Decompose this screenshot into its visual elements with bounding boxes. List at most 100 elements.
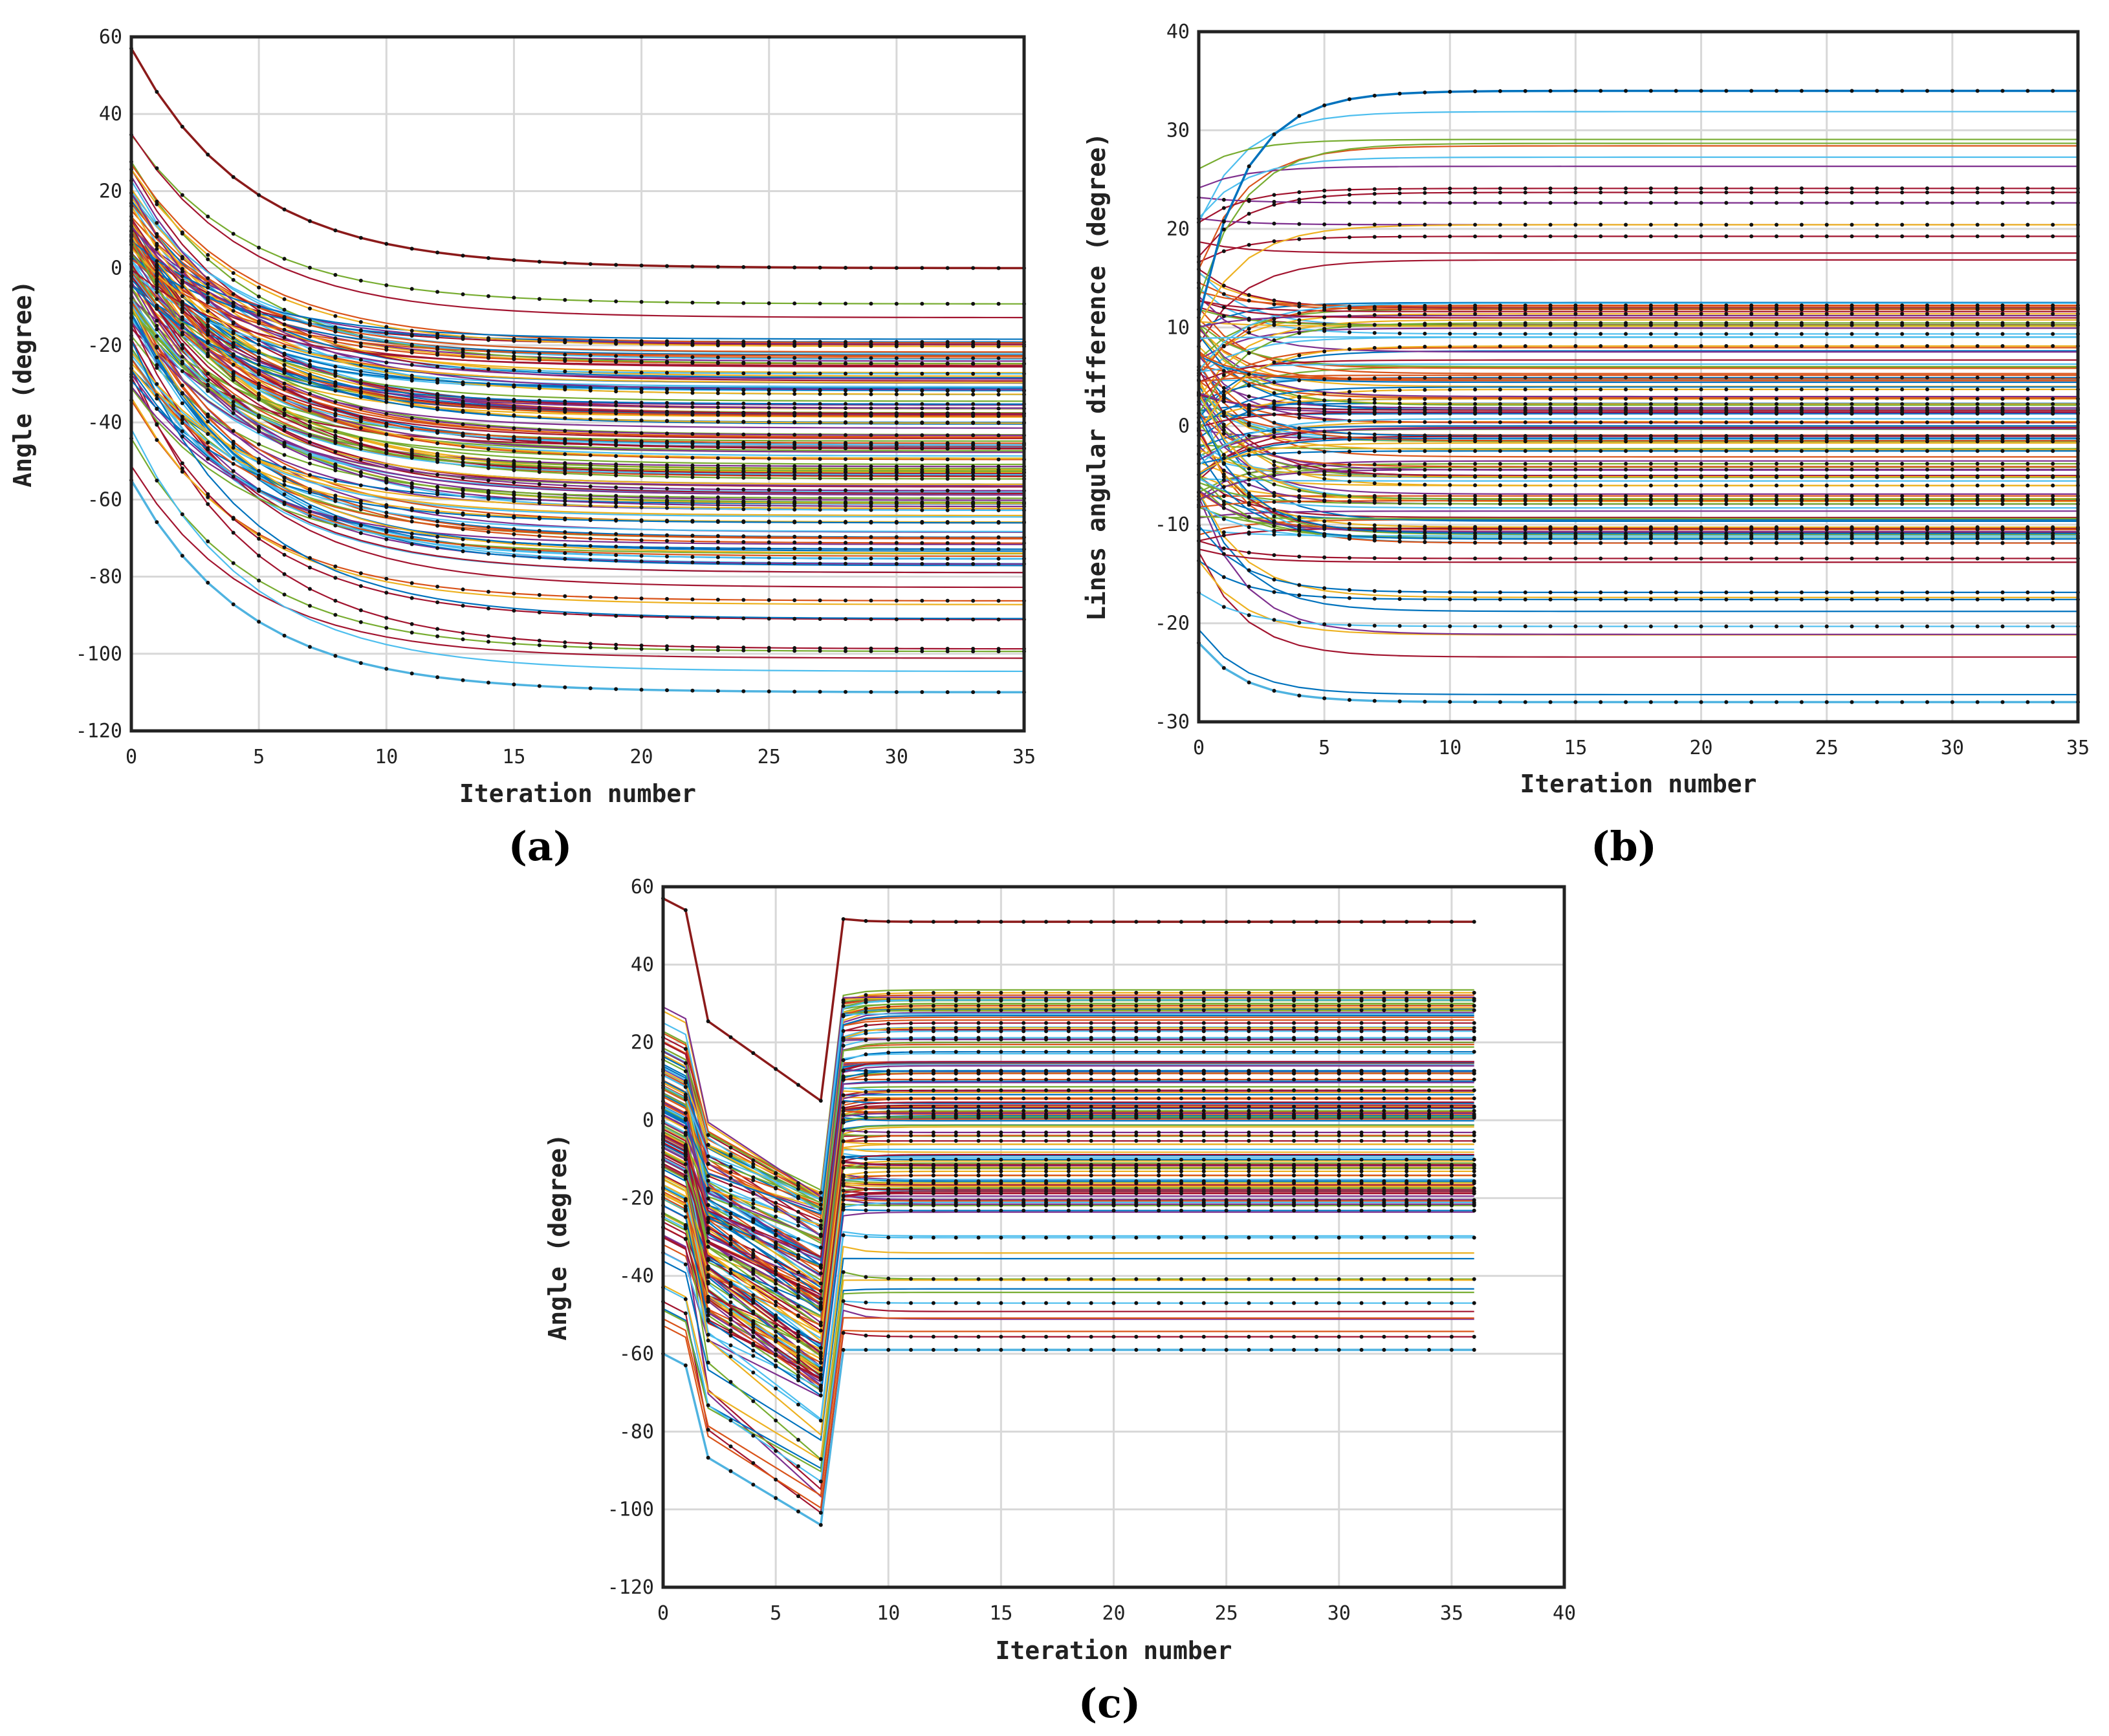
data-point	[1498, 186, 1502, 191]
data-point	[231, 446, 235, 450]
data-point	[1272, 298, 1276, 303]
data-point	[282, 370, 287, 374]
data-point	[282, 407, 287, 411]
data-point	[1699, 420, 1703, 424]
data-point	[999, 1235, 1003, 1240]
data-point	[767, 561, 771, 565]
data-point	[2000, 462, 2005, 466]
data-point	[1975, 190, 1980, 195]
panel-a-series-lines	[130, 47, 1025, 693]
data-point	[435, 290, 440, 294]
data-point	[741, 520, 746, 525]
data-point	[180, 369, 184, 373]
series-line	[1198, 413, 2078, 418]
data-point	[1221, 373, 1226, 377]
series-line	[1198, 510, 2078, 519]
data-point	[945, 496, 950, 501]
data-point	[206, 412, 210, 417]
data-point	[563, 551, 567, 556]
data-point	[690, 391, 695, 395]
data-point	[1423, 312, 1427, 316]
data-point	[1272, 221, 1276, 226]
data-point	[690, 463, 695, 468]
data-point	[1624, 468, 1628, 472]
data-point	[665, 472, 669, 476]
data-point	[1322, 103, 1327, 107]
series-line	[1198, 442, 2078, 474]
data-point	[563, 543, 567, 547]
data-point	[1247, 327, 1251, 331]
data-point	[1548, 536, 1553, 541]
data-point	[333, 411, 338, 416]
data-point	[1975, 410, 1980, 415]
data-point	[588, 341, 593, 345]
data-point	[384, 616, 389, 620]
data-point	[410, 450, 414, 454]
data-point	[2026, 624, 2030, 629]
data-point	[1523, 536, 1527, 541]
data-point	[1850, 531, 1854, 536]
data-point	[1382, 1334, 1386, 1339]
data-point	[728, 1354, 733, 1359]
data-point	[1272, 380, 1276, 384]
series-line	[662, 1325, 1474, 1510]
data-point	[1221, 575, 1226, 580]
data-point	[2000, 222, 2005, 227]
data-point	[512, 682, 516, 687]
data-point	[1699, 307, 1703, 312]
data-point	[512, 548, 516, 552]
data-point	[1247, 212, 1251, 216]
data-point	[1111, 1021, 1116, 1025]
data-point	[1824, 449, 1829, 453]
data-point	[1875, 502, 1879, 506]
data-point	[841, 1105, 846, 1110]
data-point	[231, 329, 235, 334]
data-point	[1269, 1096, 1274, 1101]
data-point	[1900, 420, 1905, 424]
data-point	[1272, 473, 1276, 477]
data-point	[1648, 222, 1653, 227]
data-point	[155, 268, 159, 272]
data-point	[894, 496, 899, 501]
data-point	[1044, 1104, 1049, 1109]
data-point	[206, 495, 210, 499]
data-point	[1224, 1334, 1229, 1339]
data-point	[1799, 344, 1804, 349]
data-point	[1749, 321, 1754, 325]
data-point	[818, 1373, 823, 1377]
data-point	[2051, 307, 2055, 312]
data-point	[435, 364, 440, 369]
data-point	[1427, 1021, 1432, 1025]
data-point	[435, 627, 440, 631]
data-point	[665, 463, 669, 468]
data-point	[231, 292, 235, 296]
data-point	[1648, 700, 1653, 704]
series-line	[1198, 548, 2078, 563]
x-tick-label: 30	[885, 746, 908, 768]
series-line	[1198, 425, 2078, 448]
data-point	[1044, 1078, 1049, 1082]
series-line	[1198, 350, 2078, 399]
data-point	[537, 497, 541, 502]
data-point	[1648, 410, 1653, 415]
data-point	[155, 478, 159, 483]
data-point	[1850, 307, 1854, 312]
data-point	[996, 500, 1001, 505]
data-point	[945, 556, 950, 561]
data-point	[1498, 402, 1502, 406]
data-point	[1473, 437, 1478, 441]
data-point	[563, 399, 567, 404]
data-point	[844, 508, 847, 512]
data-point	[155, 282, 159, 287]
data-point	[1674, 483, 1678, 488]
data-point	[1548, 344, 1553, 349]
data-point	[1372, 596, 1377, 601]
data-point	[1404, 1021, 1409, 1025]
data-point	[741, 401, 746, 406]
data-point	[741, 371, 746, 376]
data-point	[1498, 312, 1502, 316]
data-point	[1297, 554, 1302, 559]
data-point	[1648, 462, 1653, 466]
data-point	[1824, 525, 1829, 530]
data-point	[869, 488, 873, 493]
